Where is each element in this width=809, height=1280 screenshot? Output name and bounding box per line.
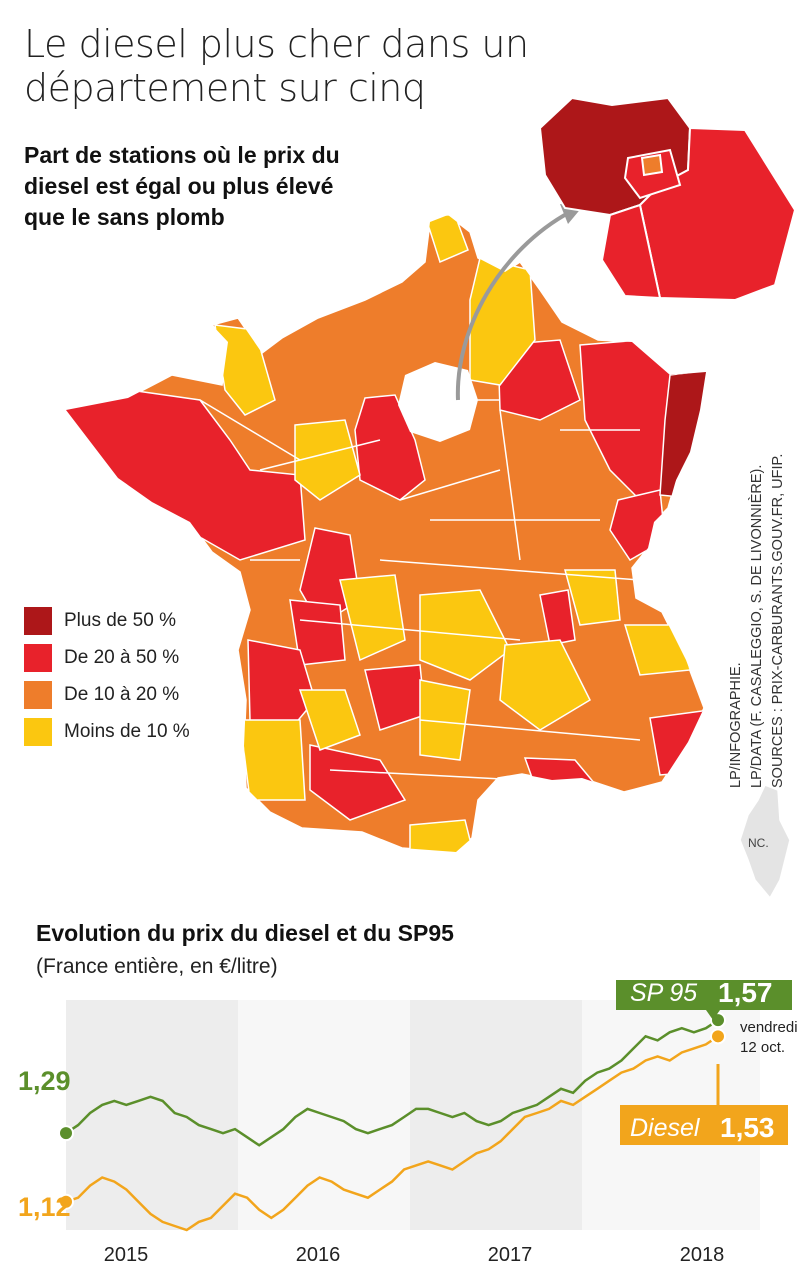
credit-line: LP/INFOGRAPHIE. bbox=[728, 662, 744, 788]
corsica-shape bbox=[739, 784, 791, 900]
x-tick-2015: 2015 bbox=[104, 1244, 149, 1266]
region-sarthe-red bbox=[354, 394, 426, 501]
chart-title: Evolution du prix du diesel et du SP95 bbox=[36, 920, 454, 946]
legend-label: Plus de 50 % bbox=[64, 609, 176, 631]
legend-label: Moins de 10 % bbox=[64, 720, 190, 742]
legend-label: De 20 à 50 % bbox=[64, 646, 180, 668]
x-tick-2017: 2017 bbox=[488, 1244, 533, 1266]
credits: LP/INFOGRAPHIE. LP/DATA (F. CASALEGGIO, … bbox=[726, 388, 791, 788]
map-subtitle: Part de stations où le prix du diesel es… bbox=[24, 142, 340, 230]
year-band bbox=[410, 1000, 582, 1230]
diesel-end-point bbox=[710, 1028, 726, 1045]
legend-swatch bbox=[24, 606, 52, 635]
diesel-start-label: 1,12 bbox=[18, 1192, 71, 1222]
diesel-end-label: 1,53 bbox=[720, 1112, 775, 1143]
date-annotation-line1: vendredi bbox=[740, 1019, 798, 1036]
legend-item: Moins de 10 % bbox=[24, 713, 190, 750]
sp95-end-label: 1,57 bbox=[718, 980, 773, 1008]
legend-swatch bbox=[24, 680, 52, 709]
x-tick-2018: 2018 bbox=[680, 1244, 725, 1266]
map-legend: Plus de 50 % De 20 à 50 % De 10 à 20 % M… bbox=[24, 602, 190, 750]
france-map bbox=[64, 96, 797, 900]
sp95-box-label: SP 95 bbox=[630, 980, 697, 1007]
diesel-start-point bbox=[58, 1193, 74, 1210]
price-line-chart: 2015 2016 2017 2018 1,29 1,12 SP 95 1,57… bbox=[18, 980, 798, 1266]
legend-swatch bbox=[24, 643, 52, 672]
date-annotation-line2: 12 oct. bbox=[740, 1039, 785, 1056]
chart-subtitle: (France entière, en €/litre) bbox=[36, 955, 278, 978]
x-tick-2016: 2016 bbox=[296, 1244, 341, 1266]
sp95-start-label: 1,29 bbox=[18, 1066, 71, 1096]
legend-item: Plus de 50 % bbox=[24, 602, 190, 639]
year-band bbox=[66, 1000, 238, 1230]
sp95-line bbox=[65, 1019, 719, 1147]
credit-line: SOURCES : PRIX-CARBURANTS.GOUV.FR, UFIP. bbox=[770, 453, 786, 788]
legend-item: De 20 à 50 % bbox=[24, 639, 190, 676]
sp95-end-box: SP 95 1,57 bbox=[616, 980, 792, 1020]
legend-item: De 10 à 20 % bbox=[24, 676, 190, 713]
page-title: Le diesel plus cher dans un département … bbox=[24, 22, 529, 110]
credit-line: LP/DATA (F. CASALEGGIO, S. DE LIVONNIÈRE… bbox=[749, 464, 765, 788]
sp95-start-point bbox=[58, 1125, 74, 1142]
diesel-end-box: Diesel 1,53 bbox=[620, 1105, 788, 1145]
diesel-box-label: Diesel bbox=[630, 1114, 701, 1142]
corsica-label: NC. bbox=[748, 836, 769, 850]
diesel-line bbox=[65, 1035, 719, 1232]
legend-swatch bbox=[24, 717, 52, 746]
legend-label: De 10 à 20 % bbox=[64, 683, 180, 705]
paris-region-inset bbox=[538, 96, 797, 302]
